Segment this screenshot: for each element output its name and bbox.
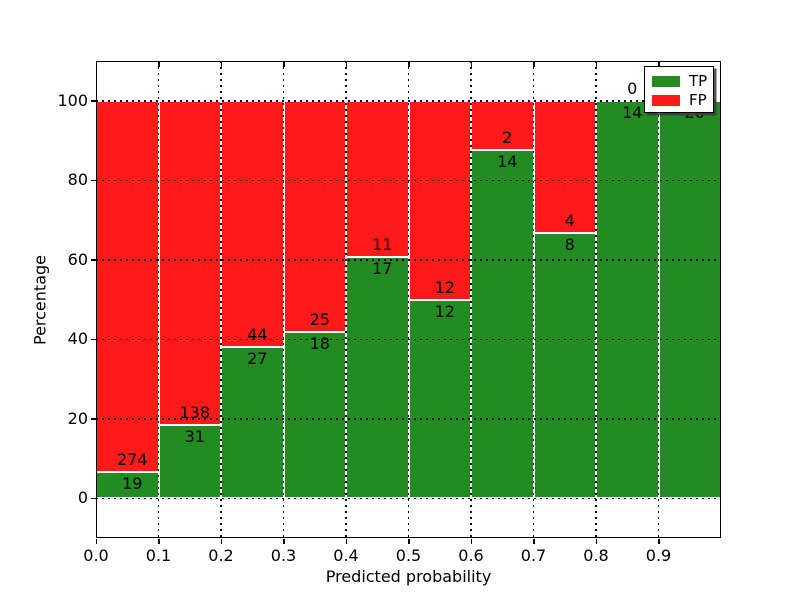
tp-count-label-2: 27 — [247, 349, 268, 369]
legend-row-tp: TP — [652, 72, 713, 90]
y-tick-label-0: 0 — [77, 488, 88, 508]
x-tick-top-5 — [408, 62, 410, 67]
bar-segment-fp-6 — [471, 100, 534, 151]
x-tick-bottom-0 — [95, 538, 97, 544]
x-tick-label-1: 0.1 — [145, 546, 172, 565]
v-grid-line-0.9 — [657, 61, 660, 538]
bar-segment-tp-9 — [658, 100, 721, 499]
x-tick-top-3 — [283, 62, 285, 67]
tp-count-label-7: 8 — [564, 235, 575, 255]
tp-count-label-1: 31 — [184, 427, 205, 447]
fp-count-label-8: 0 — [627, 78, 638, 98]
fp-count-label-5: 12 — [434, 277, 455, 297]
fp-count-label-3: 25 — [309, 309, 330, 329]
bar-segment-tp-6 — [471, 150, 534, 499]
tp-legend-label: TP — [689, 72, 708, 90]
x-tick-top-7 — [533, 62, 535, 67]
x-tick-label-3: 0.3 — [270, 546, 297, 565]
x-tick-top-6 — [470, 62, 472, 67]
tp-count-label-5: 12 — [434, 301, 455, 321]
y-tick-60 — [90, 259, 96, 261]
v-grid-line-0.7 — [532, 61, 535, 538]
bar-segment-fp-4 — [346, 100, 409, 257]
legend-row-fp: FP — [652, 91, 713, 109]
fp-count-label-4: 11 — [372, 234, 393, 254]
x-tick-label-7: 0.7 — [520, 546, 547, 565]
y-tick-label-100: 100 — [57, 90, 88, 110]
v-grid-line-0.2 — [220, 61, 222, 538]
x-tick-top-9 — [658, 62, 660, 67]
x-tick-bottom-2 — [220, 538, 222, 544]
x-tick-label-8: 0.8 — [583, 546, 609, 565]
x-tick-bottom-7 — [533, 538, 535, 544]
x-tick-top-0 — [95, 62, 97, 67]
x-tick-label-5: 0.5 — [395, 546, 422, 565]
y-tick-40 — [90, 338, 96, 341]
v-grid-line-0.6 — [470, 61, 472, 538]
bar-segment-tp-2 — [221, 347, 284, 499]
x-tick-bottom-9 — [658, 538, 660, 544]
x-tick-bottom-6 — [470, 538, 472, 544]
y-tick-label-40: 40 — [67, 329, 88, 349]
v-grid-line-0.5 — [407, 61, 410, 538]
fp-count-label-6: 2 — [502, 128, 513, 148]
x-tick-label-6: 0.6 — [458, 546, 484, 565]
v-grid-line-0.3 — [282, 61, 285, 538]
fp-count-label-7: 4 — [564, 211, 575, 231]
x-tick-label-2: 0.2 — [208, 546, 234, 565]
x-tick-top-8 — [595, 62, 597, 67]
y-tick-label-20: 20 — [67, 408, 88, 428]
y-tick-label-60: 60 — [67, 249, 88, 269]
axes-spines — [90, 61, 721, 544]
bar-segment-fp-7 — [533, 100, 596, 234]
x-tick-label-9: 0.9 — [645, 546, 672, 565]
plot-area: 2741913831442725181117121221448014020 — [96, 61, 721, 538]
x-tick-top-1 — [158, 62, 160, 67]
x-tick-top-2 — [220, 62, 222, 67]
x-tick-bottom-4 — [345, 538, 347, 544]
tp-count-label-4: 17 — [372, 258, 393, 278]
v-grid-line-0.4 — [345, 61, 347, 538]
x-axis-label: Predicted probability — [325, 567, 492, 586]
tp-count-label-6: 14 — [497, 152, 518, 172]
fp-legend-label: FP — [689, 91, 707, 109]
x-tick-bottom-1 — [158, 538, 160, 544]
y-tick-100 — [90, 100, 96, 102]
fp-legend-swatch — [652, 94, 680, 106]
x-tick-bottom-3 — [283, 538, 285, 544]
x-tick-bottom-8 — [595, 538, 597, 544]
y-tick-20 — [90, 418, 96, 420]
x-tick-top-4 — [345, 62, 347, 67]
x-tick-label-0: 0.0 — [83, 546, 109, 565]
v-grid-line-0.1 — [157, 61, 160, 538]
fp-count-label-2: 44 — [247, 325, 268, 345]
bar-segment-tp-3 — [283, 331, 346, 499]
tp-legend-swatch — [652, 75, 680, 87]
x-tick-label-4: 0.4 — [333, 546, 359, 565]
tp-count-label-0: 19 — [122, 474, 143, 494]
bar-segment-tp-1 — [158, 425, 221, 499]
legend: TP FP — [644, 66, 714, 113]
y-tick-0 — [90, 497, 96, 500]
y-tick-80 — [90, 179, 96, 182]
tp-count-label-3: 18 — [309, 333, 330, 353]
x-tick-bottom-5 — [408, 538, 410, 544]
fp-count-label-1: 138 — [179, 403, 211, 423]
y-tick-label-80: 80 — [67, 170, 88, 190]
v-grid-line-0.8 — [595, 61, 597, 538]
tp-count-label-8: 14 — [622, 102, 643, 122]
fp-count-label-0: 274 — [116, 450, 148, 470]
